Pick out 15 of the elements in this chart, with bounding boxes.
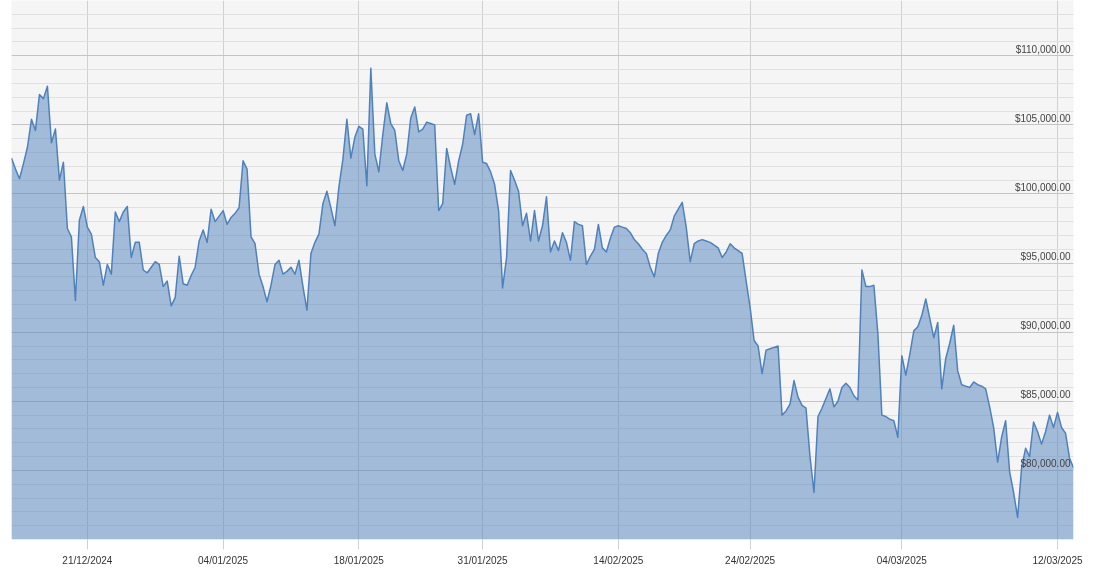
x-tick-label: 21/12/2024 <box>62 554 113 566</box>
x-tick-label: 12/03/2025 <box>1032 554 1083 566</box>
y-tick-label: $100,000.00 <box>1014 181 1071 193</box>
y-tick-label: $85,000.00 <box>1020 389 1071 401</box>
y-tick-label: $80,000.00 <box>1020 458 1071 470</box>
y-tick-label: $95,000.00 <box>1020 251 1071 263</box>
x-tick-label: 24/02/2025 <box>725 554 776 566</box>
y-tick-label: $105,000.00 <box>1014 112 1071 124</box>
x-tick-label: 04/03/2025 <box>876 554 928 566</box>
x-tick-label: 04/01/2025 <box>198 554 249 566</box>
y-tick-label: $90,000.00 <box>1020 320 1071 332</box>
x-tick-label: 31/01/2025 <box>457 554 509 566</box>
x-tick-label: 14/02/2025 <box>593 554 644 566</box>
y-tick-label: $110,000.00 <box>1015 43 1071 55</box>
x-tick-label: 18/01/2025 <box>333 554 385 566</box>
